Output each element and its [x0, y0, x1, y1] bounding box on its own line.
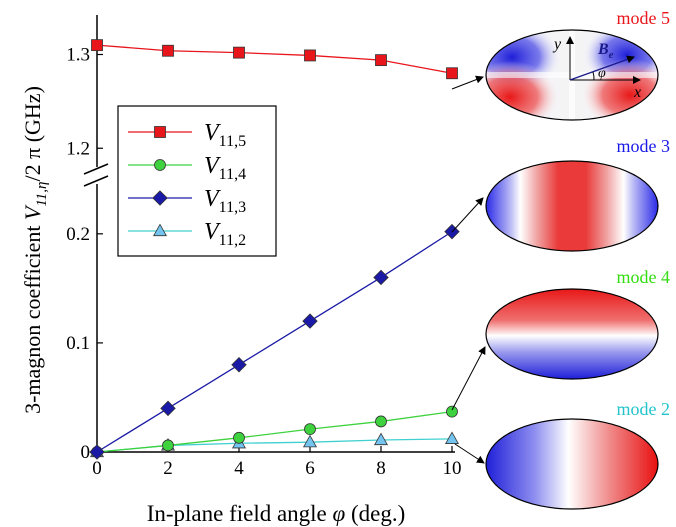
- y-tick-label: 0: [81, 442, 91, 463]
- legend-marker: [154, 126, 166, 138]
- data-point: [446, 405, 458, 418]
- mode-4-image: [485, 288, 659, 380]
- x-tick-label: 4: [234, 458, 244, 479]
- data-point: [89, 444, 105, 460]
- data-point: [446, 67, 458, 80]
- data-point: [373, 269, 389, 286]
- x-ticks: 0 2 4 6 8 10: [92, 446, 462, 479]
- data-point: [160, 400, 176, 417]
- data-point: [304, 49, 316, 62]
- x-tick-label: 0: [92, 458, 102, 479]
- x-tick-label: 2: [163, 458, 173, 479]
- series-line: [96, 438, 453, 453]
- legend-label: V11,5: [204, 120, 246, 150]
- legend-label: V11,4: [204, 153, 246, 183]
- data-point: [304, 423, 316, 435]
- axis-break-mark: [83, 163, 109, 187]
- mode-4-panel: mode 4: [485, 267, 671, 380]
- series-line: [96, 44, 453, 74]
- arrow-to-mode-2: [454, 443, 485, 464]
- mode-4-label: mode 4: [617, 267, 671, 287]
- inset-x-label: x: [633, 84, 641, 101]
- arrow-to-mode-5: [451, 75, 484, 90]
- mode-2-image: [485, 418, 659, 510]
- y-axis-label: 3-magnon coefficient V11,η/2 π (GHz): [20, 86, 50, 414]
- field-direction-inset: y x φ Be: [552, 36, 641, 101]
- mode-2-label: mode 2: [617, 399, 671, 419]
- y-tick-label: 1.3: [66, 45, 90, 66]
- data-point: [162, 44, 174, 57]
- legend-label: V11,3: [204, 186, 246, 216]
- legend-marker: [152, 223, 168, 237]
- arrow-to-mode-3: [451, 197, 484, 233]
- x-tick-label: 10: [443, 458, 462, 479]
- data-point: [91, 39, 103, 52]
- inset-y-label: y: [552, 36, 562, 53]
- mode-5-panel: mode 5 y x φ Be: [485, 8, 671, 121]
- y-ticks: 0 0.1 0.2 1.2 1.3: [66, 45, 103, 463]
- y-tick-label: 1.2: [66, 138, 90, 159]
- x-tick-label: 8: [376, 458, 386, 479]
- y-tick-label: 0.2: [66, 224, 90, 245]
- arrow-to-mode-4: [451, 346, 486, 411]
- legend-marker: [154, 159, 166, 171]
- series-V11,5: [91, 39, 458, 80]
- mode-arrows: [451, 75, 486, 464]
- series-V11,3: [89, 223, 460, 460]
- data-point: [302, 434, 318, 448]
- legend-label: V11,2: [204, 219, 246, 249]
- mode-5-image: y x φ Be: [485, 29, 659, 121]
- mode-3-label: mode 3: [617, 136, 671, 156]
- legend-marker: [152, 190, 168, 206]
- series-line: [96, 410, 453, 453]
- data-point: [444, 431, 460, 444]
- inset-field-label: Be: [597, 41, 614, 61]
- inset-angle-label: φ: [598, 66, 606, 81]
- legend-entry: V11,3: [128, 186, 246, 216]
- data-point: [375, 54, 387, 67]
- legend-entry: V11,5: [128, 120, 246, 150]
- series-V11,4: [91, 405, 458, 458]
- mode-5-label: mode 5: [617, 8, 671, 28]
- data-point: [162, 439, 174, 452]
- data-point: [302, 313, 318, 329]
- data-point: [233, 46, 245, 59]
- data-point: [373, 432, 389, 446]
- x-tick-label: 6: [305, 458, 315, 479]
- data-point: [375, 415, 387, 428]
- data-point: [231, 357, 247, 373]
- y-tick-label: 0.1: [66, 333, 90, 354]
- series-layer: [89, 39, 460, 460]
- legend-entry: V11,4: [128, 153, 246, 183]
- mode-3-panel: mode 3: [485, 136, 671, 252]
- series-V11,2: [89, 431, 460, 458]
- series-line: [96, 231, 453, 453]
- mode-2-panel: mode 2: [485, 399, 671, 510]
- mode-3-image: [485, 160, 659, 252]
- x-axis-label: In-plane field angle φ (deg.): [147, 501, 406, 526]
- legend-box: [117, 105, 277, 257]
- data-point: [233, 431, 245, 444]
- legend-entry: V11,2: [128, 219, 246, 249]
